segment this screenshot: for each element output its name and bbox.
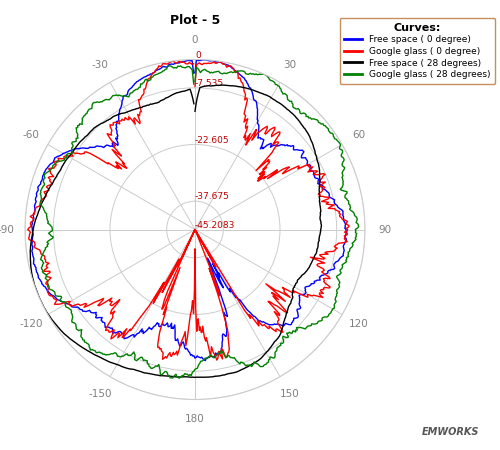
Text: EMWORKS: EMWORKS	[422, 427, 478, 437]
Title: Plot - 5: Plot - 5	[170, 14, 220, 27]
Legend: Free space ( 0 degree), Google glass ( 0 degree), Free space ( 28 degrees), Goog: Free space ( 0 degree), Google glass ( 0…	[340, 18, 496, 84]
